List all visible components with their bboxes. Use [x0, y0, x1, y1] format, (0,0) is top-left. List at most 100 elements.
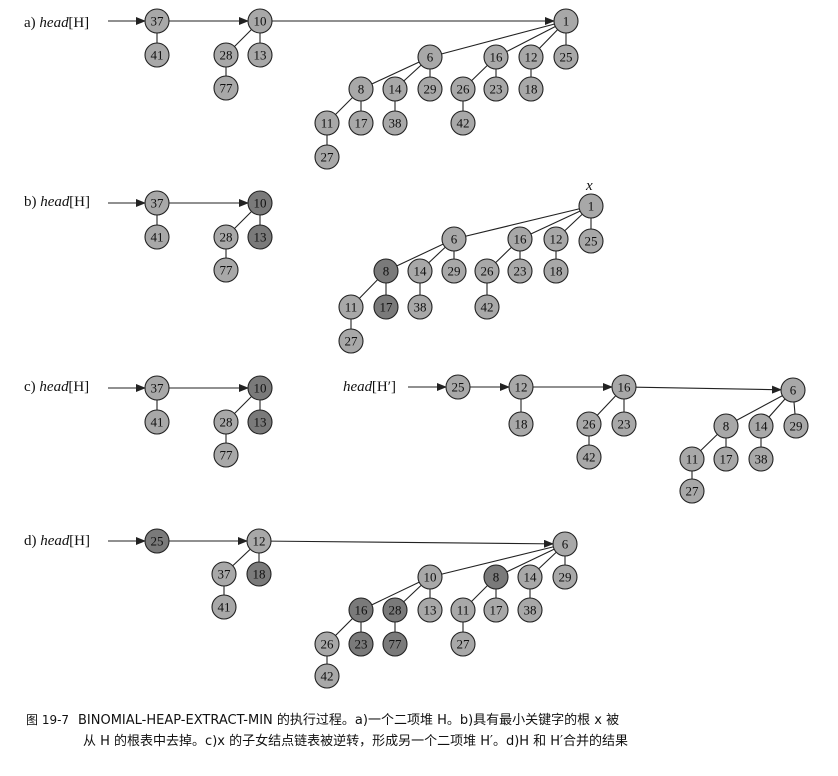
node-circle	[211, 561, 237, 587]
node-circle	[445, 374, 471, 400]
node-circle	[213, 409, 239, 435]
node-key: 12	[550, 232, 563, 247]
heap-node-a16: 16	[483, 44, 509, 70]
node-circle	[144, 224, 170, 250]
panel-c-label-2: head [H′]	[343, 379, 396, 395]
heap-node-d8: 8	[483, 564, 509, 590]
node-circle	[679, 446, 705, 472]
node-key: 10	[254, 14, 267, 29]
node-circle	[441, 258, 467, 284]
heap-node-c77: 77	[213, 442, 239, 468]
node-key: 14	[389, 82, 403, 97]
node-key: 10	[254, 196, 267, 211]
node-circle	[144, 190, 170, 216]
heap-node-c26: 26	[576, 411, 602, 437]
node-circle	[518, 44, 544, 70]
heap-node-d37: 37	[211, 561, 237, 587]
node-key: 26	[321, 637, 335, 652]
node-circle	[382, 597, 408, 623]
node-circle	[211, 594, 237, 620]
node-key: 12	[253, 534, 266, 549]
node-key: 25	[585, 234, 598, 249]
node-circle	[314, 144, 340, 170]
node-circle	[213, 42, 239, 68]
node-key: 13	[254, 48, 267, 63]
heap-node-c12: 12	[508, 374, 534, 400]
node-key: 12	[515, 380, 528, 395]
node-key: 38	[389, 116, 402, 131]
node-key: 14	[755, 419, 769, 434]
heap-node-d17: 17	[483, 597, 509, 623]
node-key: 28	[389, 603, 402, 618]
heap-node-b18: 18	[543, 258, 569, 284]
node-key: 42	[481, 300, 494, 315]
node-circle	[338, 328, 364, 354]
node-key: 27	[321, 150, 335, 165]
heap-node-c41: 41	[144, 409, 170, 435]
node-circle	[450, 76, 476, 102]
node-key: 41	[151, 230, 164, 245]
tree-edge-a1-a16	[495, 20, 567, 58]
heap-node-c13: 13	[247, 409, 273, 435]
node-circle	[382, 110, 408, 136]
node-circle	[508, 374, 534, 400]
node-key: 77	[220, 263, 234, 278]
node-circle	[417, 44, 443, 70]
node-key: 23	[514, 264, 527, 279]
heap-node-c17: 17	[713, 446, 739, 472]
node-circle	[507, 226, 533, 252]
node-circle	[553, 44, 579, 70]
node-key: 11	[457, 603, 470, 618]
node-key: 11	[321, 116, 334, 131]
node-key: 26	[457, 82, 471, 97]
node-circle	[144, 409, 170, 435]
node-key: 11	[345, 300, 358, 315]
heap-node-d12: 12	[246, 528, 272, 554]
node-circle	[474, 294, 500, 320]
heap-node-d28: 28	[382, 597, 408, 623]
tree-edge-a1-a6	[429, 20, 567, 58]
heap-node-c28: 28	[213, 409, 239, 435]
node-circle	[348, 110, 374, 136]
node-key: 37	[151, 196, 165, 211]
node-circle	[144, 42, 170, 68]
node-key: 12	[525, 50, 538, 65]
node-key: 28	[220, 230, 233, 245]
node-circle	[247, 8, 273, 34]
heap-node-b77: 77	[213, 257, 239, 283]
node-key: 17	[720, 452, 734, 467]
node-key: 27	[457, 637, 471, 652]
node-key: 8	[493, 570, 500, 585]
heap-node-c42: 42	[576, 444, 602, 470]
node-circle	[407, 294, 433, 320]
node-circle	[348, 76, 374, 102]
node-circle	[247, 409, 273, 435]
heap-node-c25: 25	[445, 374, 471, 400]
node-circle	[213, 257, 239, 283]
node-key: 23	[618, 417, 631, 432]
heap-node-a10: 10	[247, 8, 273, 34]
node-key: 27	[686, 484, 700, 499]
node-key: 23	[355, 637, 368, 652]
node-key: 8	[358, 82, 365, 97]
node-circle	[247, 375, 273, 401]
heap-node-d11: 11	[450, 597, 476, 623]
heap-node-b28: 28	[213, 224, 239, 250]
heap-node-d10: 10	[417, 564, 443, 590]
figure-number: 图 19-7	[26, 713, 70, 727]
heap-node-b11: 11	[338, 294, 364, 320]
node-circle	[517, 564, 543, 590]
node-circle	[552, 531, 578, 557]
node-key: 13	[424, 603, 437, 618]
heap-node-d26: 26	[314, 631, 340, 657]
heap-node-a12: 12	[518, 44, 544, 70]
heap-node-c14: 14	[748, 413, 774, 439]
node-key: 16	[514, 232, 528, 247]
node-key: 13	[254, 415, 267, 430]
node-circle	[611, 411, 637, 437]
heap-node-d23: 23	[348, 631, 374, 657]
heap-node-a14: 14	[382, 76, 408, 102]
node-key: 28	[220, 415, 233, 430]
node-circle	[382, 76, 408, 102]
